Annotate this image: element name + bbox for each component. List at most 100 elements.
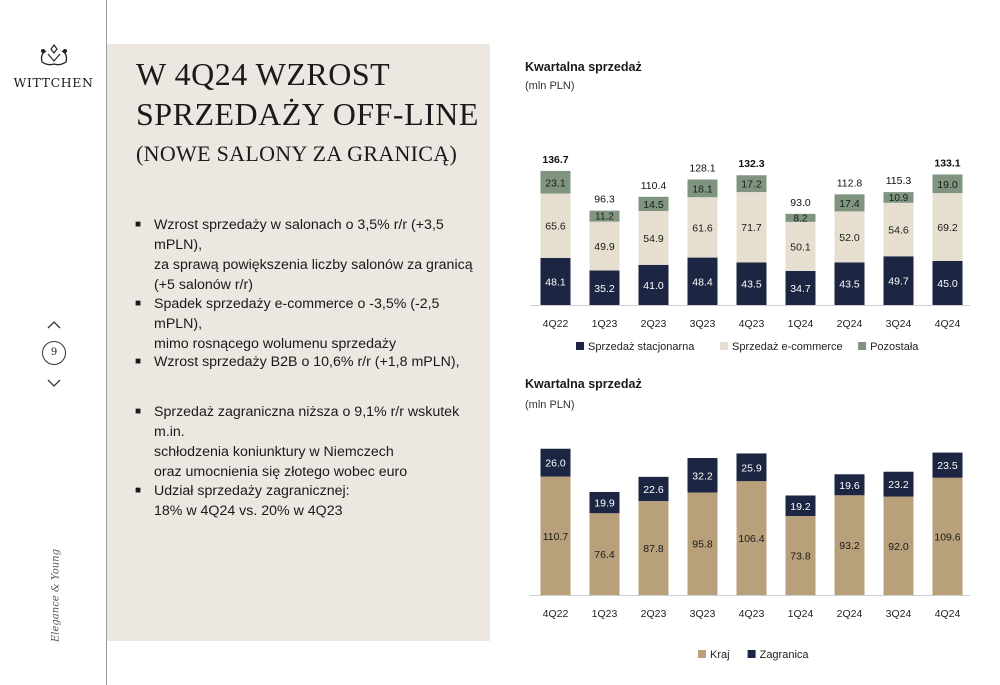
x-tick-label: 2Q24 [837, 608, 863, 620]
x-tick-label: 4Q22 [543, 608, 569, 620]
x-tick-label: 2Q23 [641, 318, 667, 330]
x-tick-label: 1Q23 [592, 608, 618, 620]
legend-label: Sprzedaż e-commerce [732, 341, 843, 353]
x-tick-label: 4Q24 [935, 608, 961, 620]
x-tick-label: 1Q24 [788, 608, 814, 620]
data-label: 87.8 [643, 543, 664, 555]
total-label: 136.7 [542, 154, 568, 166]
data-label: 76.4 [594, 549, 615, 561]
data-label: 19.6 [839, 480, 860, 492]
data-label: 43.5 [741, 279, 762, 291]
data-label: 54.9 [643, 233, 664, 245]
bar-segment [785, 495, 816, 517]
data-label: 32.2 [692, 470, 713, 482]
page-title: W 4Q24 WZROST SPRZEDAŻY OFF-LINE (NOWE S… [136, 54, 486, 174]
bar-segment [785, 213, 816, 222]
x-tick-label: 3Q23 [690, 608, 716, 620]
x-tick-label: 2Q23 [641, 608, 667, 620]
bar-segment [589, 270, 620, 305]
legend-swatch [858, 342, 867, 350]
legend-label: Zagranica [760, 649, 810, 661]
bar-segment [638, 211, 669, 265]
bar-segment [834, 194, 865, 212]
bullet-icon: ■ [135, 485, 142, 496]
data-label: 18.1 [692, 183, 713, 195]
total-label: 96.3 [594, 194, 615, 206]
legend-label: Sprzedaż stacjonarna [588, 341, 695, 353]
x-tick-label: 1Q23 [592, 318, 618, 330]
chart-sales-channel: 48.1 65.6 23.1 136.7 4Q22 35.2 49.9 11.2 96.3 1Q2… [530, 154, 970, 353]
legend-swatch [720, 342, 728, 350]
bar-segment [785, 516, 816, 595]
bar-segment [687, 257, 718, 305]
legend-label: Pozostała [870, 341, 919, 353]
data-label: 69.2 [937, 222, 958, 234]
data-label: 8.2 [794, 213, 808, 224]
bar-segment [540, 193, 571, 258]
bar-segment [932, 193, 963, 261]
bar-segment [736, 175, 767, 193]
data-label: 22.6 [643, 484, 664, 496]
bar-segment [883, 496, 914, 595]
data-label: 109.6 [934, 531, 960, 543]
x-tick-label: 4Q23 [739, 318, 765, 330]
bar-segment [736, 481, 767, 595]
data-label: 45.0 [937, 278, 958, 290]
data-label: 25.9 [741, 462, 762, 474]
data-label: 48.4 [692, 276, 713, 288]
bar-segment [540, 448, 571, 477]
bullet-icon: ■ [135, 406, 142, 417]
data-label: 61.6 [692, 222, 713, 234]
bar-segment [883, 192, 914, 203]
legend-swatch [576, 342, 584, 350]
chevron-down-icon[interactable] [44, 376, 64, 390]
x-tick-label: 2Q24 [837, 318, 863, 330]
bar-segment [834, 495, 865, 595]
data-label: 93.2 [839, 540, 860, 552]
data-label: 19.0 [937, 179, 958, 191]
chart-sales-region: 110.7 26.0 4Q22 76.4 19.9 1Q23 87.8 22.6 2Q23 95.… [530, 448, 970, 661]
data-label: 10.9 [889, 193, 909, 204]
bar-segment [589, 513, 620, 595]
data-label: 65.6 [545, 221, 566, 233]
data-label: 23.2 [888, 479, 909, 491]
bar-segment [638, 196, 669, 212]
bullet-icon: ■ [135, 356, 142, 367]
total-label: 93.0 [790, 197, 811, 209]
bar-segment [540, 476, 571, 595]
data-label: 95.8 [692, 539, 713, 551]
bar-segment [540, 257, 571, 305]
x-tick-label: 3Q24 [886, 608, 912, 620]
bullet-icon: ■ [135, 219, 142, 230]
data-label: 92.0 [888, 541, 909, 553]
bar-segment [687, 492, 718, 595]
data-label: 26.0 [545, 458, 566, 470]
data-label: 110.7 [543, 531, 569, 543]
crest-icon [40, 44, 67, 66]
bar-segment [687, 197, 718, 258]
bar-segment [932, 477, 963, 595]
data-label: 48.1 [545, 276, 566, 288]
total-label: 112.8 [837, 177, 863, 189]
x-tick-label: 1Q24 [788, 318, 814, 330]
bar-segment [589, 491, 620, 514]
x-tick-label: 3Q24 [886, 318, 912, 330]
bar-segment [932, 260, 963, 305]
x-tick-label: 4Q23 [739, 608, 765, 620]
data-label: 54.6 [888, 225, 909, 237]
title-line-1: W 4Q24 WZROST [136, 56, 391, 92]
x-tick-label: 4Q22 [543, 318, 569, 330]
data-label: 35.2 [594, 283, 615, 295]
data-label: 17.2 [741, 179, 762, 191]
data-label: 14.5 [643, 199, 664, 211]
data-label: 49.7 [888, 276, 909, 288]
data-label: 49.9 [594, 241, 615, 253]
chart2-unit: (mln PLN) [525, 399, 575, 411]
page-number: 9 [42, 341, 66, 365]
x-tick-label: 4Q24 [935, 318, 961, 330]
bar-segment [736, 453, 767, 482]
chevron-up-icon[interactable] [44, 318, 64, 332]
bar-segment [834, 474, 865, 496]
bar-segment [638, 501, 669, 595]
total-label: 115.3 [886, 175, 912, 187]
